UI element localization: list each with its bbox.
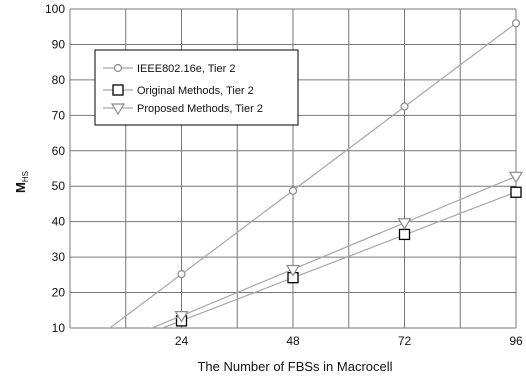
- data-point: [511, 19, 521, 28]
- y-tick-label: 90: [52, 37, 66, 51]
- legend-marker-circle: [113, 63, 123, 73]
- data-point: [285, 264, 301, 277]
- data-point: [288, 186, 298, 195]
- legend-label: IEEE802.16e, Tier 2: [137, 63, 235, 75]
- x-axis-title: The Number of FBSs in Macrocell: [197, 359, 392, 374]
- x-tick-label: 96: [509, 334, 523, 348]
- legend: IEEE802.16e, Tier 2 Original Methods, Tie…: [94, 49, 299, 126]
- y-axis-title-main: MHS: [13, 171, 30, 193]
- data-point: [400, 102, 409, 111]
- x-tick-label: 24: [175, 334, 189, 348]
- y-tick-label: 70: [52, 108, 66, 122]
- series-circle: [108, 19, 521, 328]
- y-tick-label: 60: [52, 144, 66, 158]
- y-tick-label: 10: [52, 321, 66, 335]
- y-axis-title-letter: M: [13, 182, 28, 193]
- x-tick-label: 72: [398, 334, 412, 348]
- y-axis-title: MHS: [13, 171, 30, 193]
- legend-box: [94, 49, 299, 126]
- series-triangle-down: [150, 171, 524, 328]
- x-tick-label: 48: [286, 334, 300, 348]
- y-tick-label: 100: [45, 2, 65, 16]
- y-tick-label: 80: [52, 73, 66, 87]
- data-point: [397, 218, 412, 230]
- legend-marker-triangle-down: [110, 103, 126, 116]
- y-tick-label: 30: [52, 250, 66, 264]
- data-point: [174, 310, 189, 323]
- y-tick-label: 50: [52, 179, 66, 193]
- series-group: [108, 19, 524, 328]
- data-point: [398, 228, 411, 241]
- y-tick-label: 40: [52, 215, 66, 229]
- y-axis-ticks: 10 20 30 40 50 60 70 80 90 100: [45, 2, 65, 335]
- legend-label: Original Methods, Tier 2: [137, 85, 254, 97]
- x-axis-ticks: 24 48 72 96: [175, 334, 523, 348]
- legend-label: Proposed Methods, Tier 2: [137, 103, 263, 115]
- data-point: [508, 171, 524, 184]
- y-tick-label: 20: [52, 286, 66, 300]
- data-point: [177, 270, 186, 279]
- legend-marker-square: [112, 84, 124, 96]
- y-axis-title-subscript: HS: [21, 171, 30, 182]
- data-point: [510, 186, 522, 198]
